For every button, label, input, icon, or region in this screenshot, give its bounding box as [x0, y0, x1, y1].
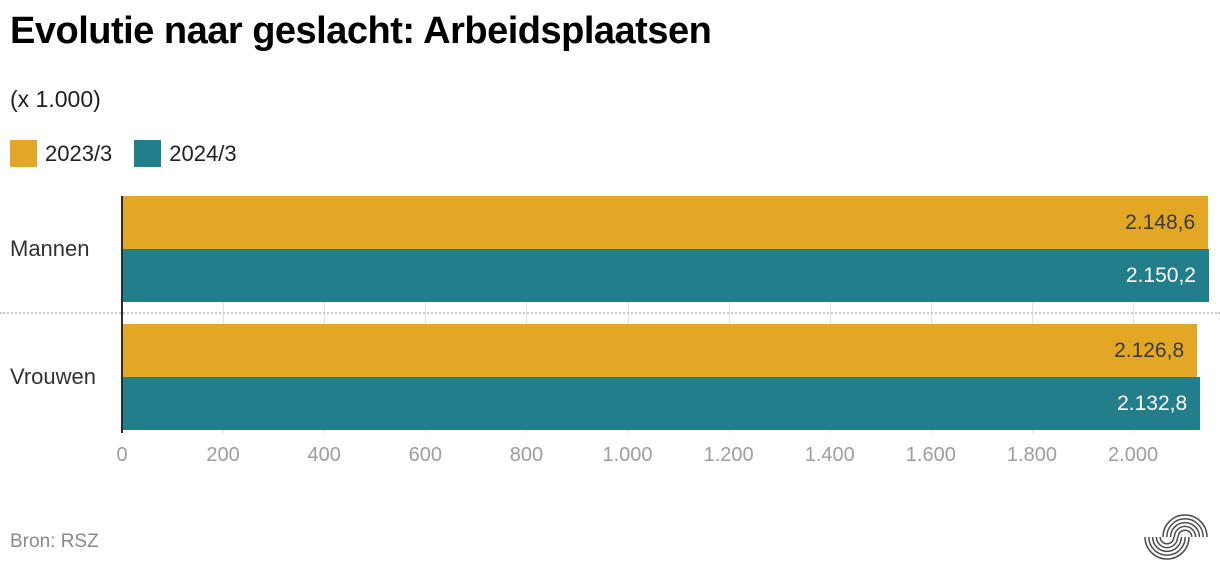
- grid-line: [930, 196, 932, 433]
- bar-vrouwen-2024-3: 2.132,8: [122, 377, 1201, 430]
- category-label: Vrouwen: [10, 364, 97, 389]
- group-separator-dotted-line: [0, 312, 1220, 314]
- grid-line: [324, 196, 326, 433]
- plot-area: Mannen 2.148,6 2.150,2 Vrouwen 2.126,8 2.132,…: [0, 196, 1220, 433]
- x-tick-label: 0: [116, 444, 128, 466]
- legend-swatch-icon: [134, 140, 162, 167]
- y-axis-line: [121, 196, 123, 433]
- x-axis: 0 200 400 600 800 1.000 1.200 1.400 1.600 1.800 2.…: [0, 444, 1220, 474]
- bar-mannen-2024-3: 2.150,2: [122, 249, 1209, 302]
- x-tick-label: 1.200: [703, 444, 754, 466]
- bar-value-label: 2.132,8: [1117, 391, 1188, 415]
- grid-line: [526, 196, 528, 433]
- x-tick-label: 1.800: [1006, 444, 1057, 466]
- x-tick-label: 1.600: [905, 444, 956, 466]
- grid-line: [829, 196, 831, 433]
- legend-swatch-icon: [10, 140, 37, 167]
- x-tick-label: 1.400: [804, 444, 855, 466]
- chart-legend: 2023/3 2024/3: [10, 140, 259, 167]
- x-tick-label: 2.000: [1108, 444, 1159, 466]
- category-label: Mannen: [10, 236, 90, 261]
- grid-line: [1133, 196, 1135, 433]
- x-tick-label: 400: [307, 444, 341, 466]
- bar-value-label: 2.150,2: [1125, 263, 1196, 287]
- source-note: Bron: RSZ: [10, 531, 99, 552]
- legend-label: 2023/3: [45, 140, 113, 166]
- x-tick-label: 1.000: [602, 444, 653, 466]
- bar-value-label: 2.126,8: [1114, 338, 1185, 362]
- statbel-arcs-logo: [1144, 514, 1208, 560]
- x-tick-label: 600: [408, 444, 442, 466]
- bar-vrouwen-2023-3: 2.126,8: [122, 324, 1198, 377]
- grid-line: [728, 196, 730, 433]
- grid-line: [223, 196, 225, 433]
- chart-title: Evolutie naar geslacht: Arbeidsplaatsen: [10, 10, 712, 52]
- legend-item-2023-3: 2023/3: [10, 140, 112, 167]
- legend-item-2024-3: 2024/3: [134, 140, 237, 167]
- grid-line: [425, 196, 427, 433]
- legend-label: 2024/3: [169, 140, 237, 166]
- grid-line: [627, 196, 629, 433]
- x-tick-label: 800: [509, 444, 544, 466]
- x-tick-label: 200: [206, 444, 240, 466]
- grid-line: [1031, 196, 1033, 433]
- bar-mannen-2023-3: 2.148,6: [122, 196, 1209, 249]
- bar-value-label: 2.148,6: [1125, 210, 1196, 234]
- chart-unit-note: (x 1.000): [10, 86, 101, 112]
